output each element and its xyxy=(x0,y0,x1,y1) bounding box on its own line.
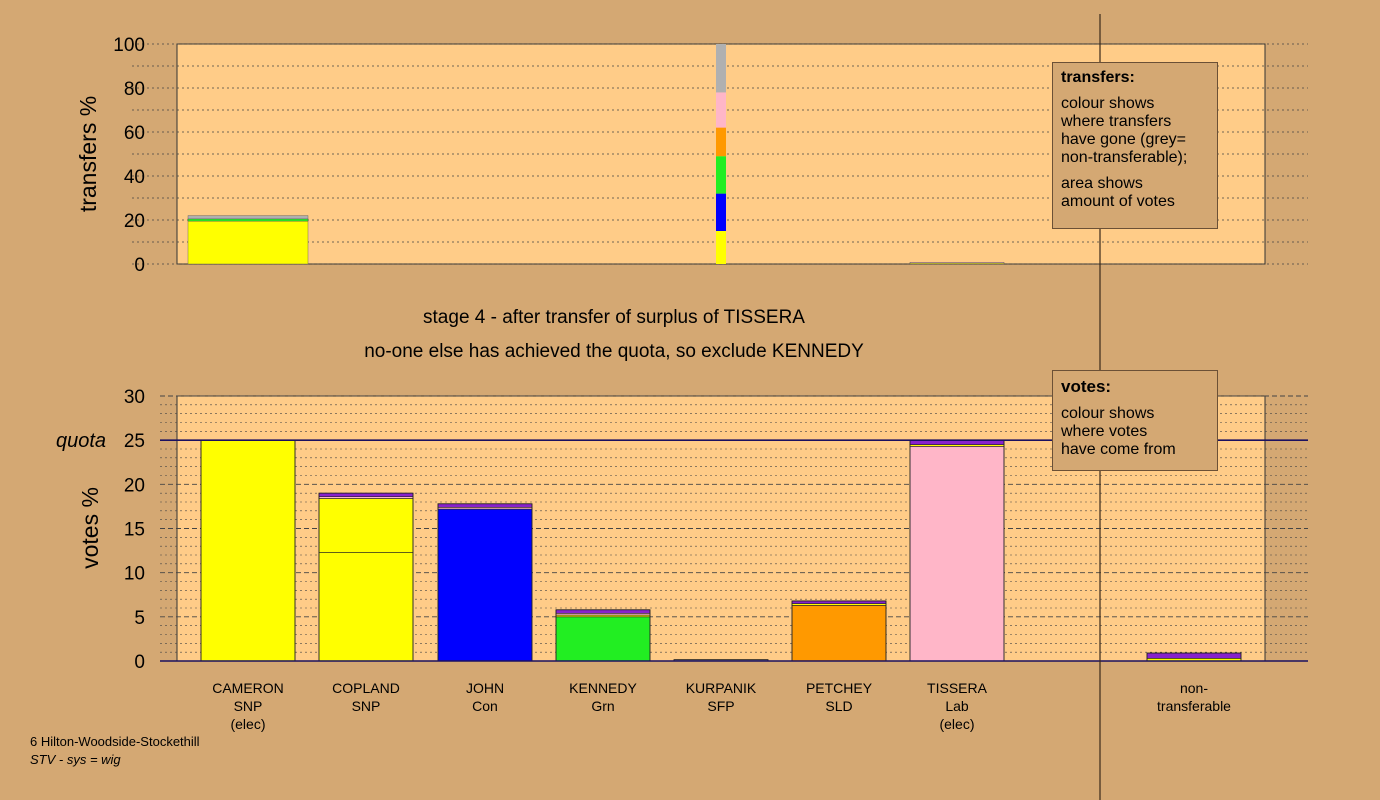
transfers-y-tick-label: 0 xyxy=(134,255,145,276)
votes-bar-segment xyxy=(1146,652,1242,659)
votes-y-tick-label: 30 xyxy=(124,387,145,408)
transfers-stack-segment xyxy=(716,44,726,93)
party-label: SLD xyxy=(825,698,852,714)
candidate-name-label: JOHN xyxy=(466,680,504,696)
candidate-name-label: transferable xyxy=(1157,698,1231,714)
transfers-bar-segment xyxy=(187,218,309,222)
candidate-name-label: TISSERA xyxy=(927,680,988,696)
candidate-name-label: KURPANIK xyxy=(686,680,757,696)
system-label: STV - sys = wig xyxy=(30,752,121,767)
votes-bar-segment xyxy=(318,498,414,553)
votes-y-tick-label: 20 xyxy=(124,475,145,496)
votes-legend-line: have come from xyxy=(1061,441,1176,458)
votes-legend-box: votes: colour shows where votes have com… xyxy=(1052,370,1218,471)
transfers-legend-line: colour shows xyxy=(1061,95,1155,112)
transfers-y-tick-label: 100 xyxy=(113,35,145,56)
transfers-legend-box: transfers: colour shows where transfers … xyxy=(1052,62,1218,229)
transfers-legend-title: transfers: xyxy=(1061,69,1135,86)
transfers-legend-line: area shows xyxy=(1061,175,1143,192)
transfers-bar-segment xyxy=(909,262,1005,264)
party-label: SNP xyxy=(352,698,381,714)
candidate-name-label: KENNEDY xyxy=(569,680,637,696)
votes-y-tick-label: 5 xyxy=(134,608,145,629)
transfers-stack-segment xyxy=(716,92,726,128)
transfers-legend-line: where transfers xyxy=(1061,113,1172,130)
transfers-bar-segment xyxy=(187,220,309,265)
candidate-name-label: non- xyxy=(1180,680,1208,696)
transfers-y-tick-label: 40 xyxy=(124,167,145,188)
transfers-stack-segment xyxy=(716,193,726,231)
votes-legend-line: where votes xyxy=(1061,423,1148,440)
elected-status-label: (elec) xyxy=(939,716,974,732)
stage-title: stage 4 - after transfer of surplus of T… xyxy=(423,307,805,328)
votes-bar-segment xyxy=(555,609,651,614)
votes-legend-line: colour shows xyxy=(1061,405,1155,422)
votes-bar-segment xyxy=(791,605,887,662)
candidate-name-label: PETCHEY xyxy=(806,680,873,696)
transfers-y-tick-label: 80 xyxy=(124,79,145,100)
votes-bar-segment xyxy=(318,552,414,662)
transfers-bar-segment xyxy=(187,215,309,220)
votes-bar-segment xyxy=(437,508,533,662)
party-label: Con xyxy=(472,698,498,714)
transfers-legend-line: non-transferable); xyxy=(1061,149,1188,166)
party-label: Grn xyxy=(591,698,614,714)
transfers-stack-segment xyxy=(716,127,726,157)
stage-subtitle: no-one else has achieved the quota, so e… xyxy=(364,341,864,362)
transfers-stack-segment xyxy=(716,156,726,194)
quota-label: quota xyxy=(56,430,106,452)
votes-y-axis-label: votes % xyxy=(77,487,103,569)
party-label: SNP xyxy=(234,698,263,714)
ward-label: 6 Hilton-Woodside-Stockethill xyxy=(30,734,200,749)
party-label: SFP xyxy=(707,698,734,714)
transfers-y-tick-label: 60 xyxy=(124,123,145,144)
candidate-name-label: COPLAND xyxy=(332,680,400,696)
votes-bar-segment xyxy=(318,492,414,497)
votes-y-tick-label: 25 xyxy=(124,431,145,452)
votes-bar-segment xyxy=(555,616,651,662)
votes-bar-segment xyxy=(909,446,1005,662)
elected-status-label: (elec) xyxy=(230,716,265,732)
party-label: Lab xyxy=(945,698,969,714)
votes-legend-title: votes: xyxy=(1061,377,1112,396)
candidate-name-label: CAMERON xyxy=(212,680,284,696)
transfers-stack-segment xyxy=(716,231,726,264)
transfers-legend-line: amount of votes xyxy=(1061,193,1175,210)
votes-y-tick-label: 0 xyxy=(134,652,145,673)
votes-bar-segment xyxy=(437,503,533,508)
transfers-legend-line: have gone (grey= xyxy=(1061,131,1186,148)
votes-y-tick-label: 15 xyxy=(124,520,145,541)
votes-bar-segment xyxy=(200,439,296,662)
transfers-y-tick-label: 20 xyxy=(124,211,145,232)
votes-y-tick-label: 10 xyxy=(124,564,145,585)
transfers-y-axis-label: transfers % xyxy=(75,96,101,212)
